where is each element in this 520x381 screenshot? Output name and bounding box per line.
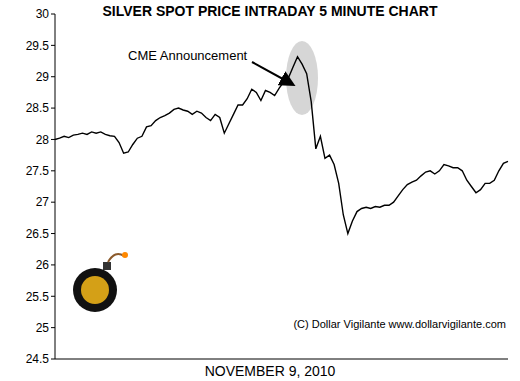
- html-text:NOVEMBER 9, 2010: NOVEMBER 9, 2010: [204, 363, 336, 379]
- html-text:SILVER SPOT PRICE INTRADAY 5 M: SILVER SPOT PRICE INTRADAY 5 MINUTE CHAR…: [102, 3, 438, 19]
- svg-text:28.5: 28.5: [26, 101, 50, 115]
- svg-text:25: 25: [36, 321, 50, 335]
- html-text:CME Announcement: CME Announcement: [128, 48, 248, 63]
- svg-text:29.5: 29.5: [26, 39, 50, 53]
- svg-text:26: 26: [36, 258, 50, 272]
- html-text:(C) Dollar Vigilante www.dolla: (C) Dollar Vigilante www.dollarvigilante…: [293, 318, 506, 330]
- svg-text:27.5: 27.5: [26, 164, 50, 178]
- svg-text:24.5: 24.5: [26, 352, 50, 366]
- svg-text:30: 30: [36, 7, 50, 21]
- svg-text:27: 27: [36, 195, 50, 209]
- svg-text:28: 28: [36, 133, 50, 147]
- svg-text:25.5: 25.5: [26, 290, 50, 304]
- svg-text:29: 29: [36, 70, 50, 84]
- svg-text:26.5: 26.5: [26, 227, 50, 241]
